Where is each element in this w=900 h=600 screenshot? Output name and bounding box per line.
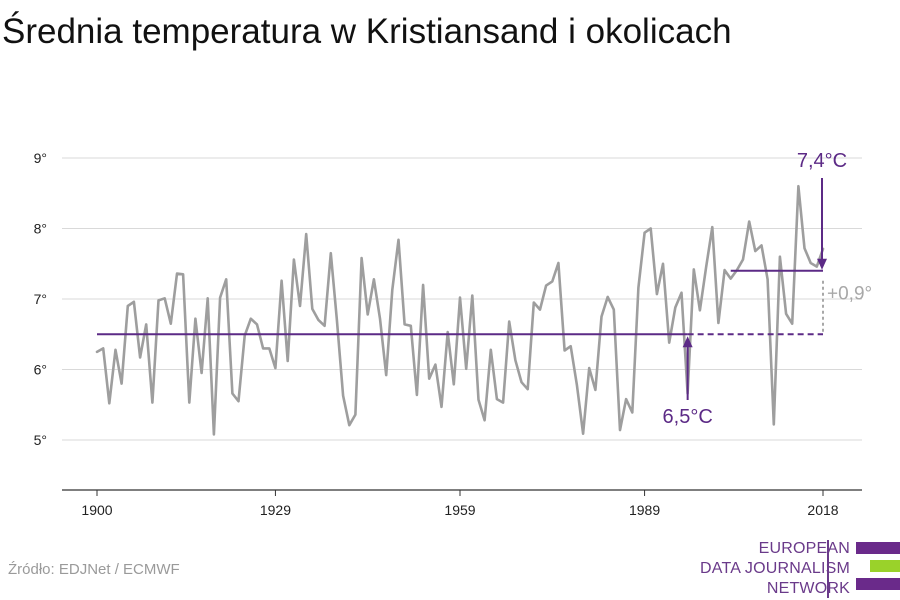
grid-layer (62, 157, 862, 441)
logo-line-1: EUROPEAN (758, 540, 850, 557)
baseline-arrow-head (682, 336, 693, 348)
logo-bar-purple-top (856, 542, 900, 554)
logo-bar-purple-bottom (856, 578, 900, 590)
x-tick-label-1959: 1959 (444, 502, 475, 518)
axis-layer: 5° 6° 7° 8° 9° 1900 1929 1959 1989 2018 (34, 150, 862, 518)
baseline-mean-label: 6,5°C (663, 406, 713, 428)
source-note: Źródło: EDJNet / ECMWF (8, 561, 180, 578)
series-layer (95, 184, 825, 436)
x-tick-label-1929: 1929 (260, 502, 291, 518)
logo-line-2: DATA JOURNALISM (700, 560, 850, 577)
x-tick-label-1900: 1900 (81, 502, 112, 518)
y-tick-label-9: 9° (34, 150, 47, 166)
edjnet-logo: EUROPEAN DATA JOURNALISM NETWORK (700, 540, 900, 598)
recent-arrow-head (817, 258, 827, 270)
chart-title: Średnia temperatura w Kristiansand i oko… (2, 12, 732, 51)
y-tick-label-5: 5° (34, 432, 47, 448)
reference-layer: +0,9° 7,4°C 6,5°C (97, 150, 872, 428)
logo-rule (827, 540, 829, 598)
x-tick-label-1989: 1989 (629, 502, 660, 518)
difference-label: +0,9° (827, 284, 872, 305)
y-tick-label-7: 7° (34, 291, 47, 307)
logo-bar-green (870, 560, 900, 572)
recent-mean-label: 7,4°C (797, 150, 847, 172)
y-tick-label-8: 8° (34, 221, 47, 237)
temperature-series-line (95, 184, 825, 436)
x-tick-label-2018: 2018 (807, 502, 838, 518)
logo-line-3: NETWORK (766, 580, 850, 597)
y-tick-label-6: 6° (34, 362, 47, 378)
